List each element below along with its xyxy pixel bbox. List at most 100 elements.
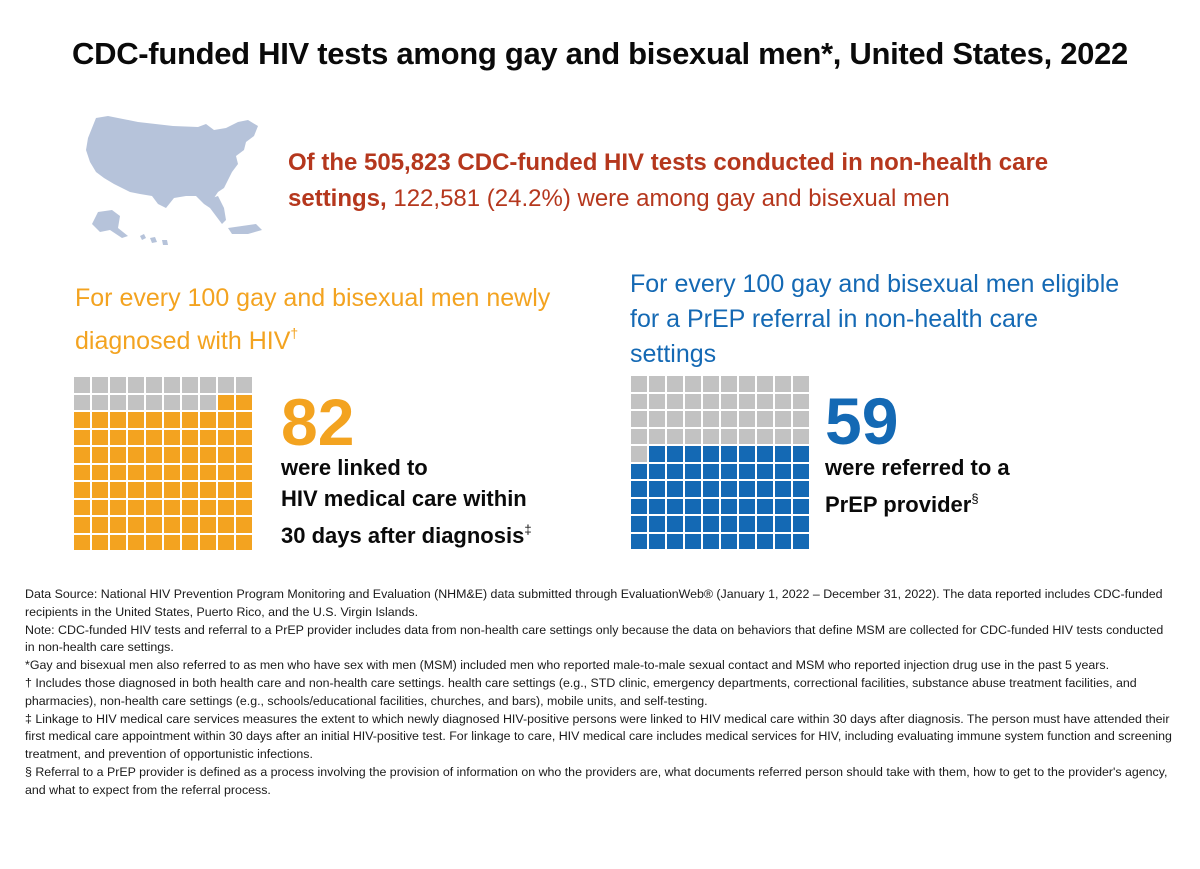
waffle-cell bbox=[739, 498, 755, 514]
footnote: *Gay and bisexual men also referred to a… bbox=[25, 658, 1110, 673]
waffle-cell bbox=[182, 534, 198, 550]
waffle-cell bbox=[649, 376, 665, 392]
waffle-cell bbox=[218, 394, 234, 410]
waffle-cell bbox=[667, 463, 683, 479]
waffle-cell bbox=[164, 429, 180, 445]
waffle-cell bbox=[74, 447, 90, 463]
waffle-cell bbox=[649, 411, 665, 427]
waffle-cell bbox=[200, 534, 216, 550]
linkage-value: 82 bbox=[281, 385, 355, 459]
waffle-cell bbox=[74, 517, 90, 533]
waffle-cell bbox=[757, 516, 773, 532]
footnote: † Includes those diagnosed in both healt… bbox=[25, 675, 1137, 708]
waffle-cell bbox=[200, 447, 216, 463]
waffle-cell bbox=[128, 412, 144, 428]
waffle-cell bbox=[721, 376, 737, 392]
waffle-cell bbox=[685, 463, 701, 479]
waffle-cell bbox=[649, 428, 665, 444]
headline-rest: 122,581 (24.2%) were among gay and bisex… bbox=[386, 185, 950, 212]
waffle-cell bbox=[110, 412, 126, 428]
waffle-cell bbox=[128, 534, 144, 550]
waffle-cell bbox=[685, 481, 701, 497]
waffle-cell bbox=[757, 498, 773, 514]
waffle-cell bbox=[182, 517, 198, 533]
waffle-cell bbox=[200, 464, 216, 480]
linkage-desc-mark: ‡ bbox=[524, 522, 532, 537]
waffle-cell bbox=[757, 533, 773, 549]
waffle-cell bbox=[128, 394, 144, 410]
waffle-cell bbox=[721, 463, 737, 479]
waffle-cell bbox=[739, 481, 755, 497]
waffle-cell bbox=[128, 464, 144, 480]
linkage-intro: For every 100 gay and bisexual men newly… bbox=[75, 281, 555, 359]
waffle-cell bbox=[200, 517, 216, 533]
waffle-cell bbox=[218, 377, 234, 393]
waffle-cell bbox=[146, 377, 162, 393]
waffle-cell bbox=[92, 499, 108, 515]
waffle-cell bbox=[128, 482, 144, 498]
waffle-cell bbox=[721, 516, 737, 532]
waffle-cell bbox=[92, 412, 108, 428]
waffle-cell bbox=[110, 429, 126, 445]
prep-desc-line: were referred to a bbox=[825, 455, 1010, 480]
waffle-cell bbox=[182, 464, 198, 480]
waffle-cell bbox=[739, 446, 755, 462]
waffle-cell bbox=[110, 464, 126, 480]
waffle-cell bbox=[164, 447, 180, 463]
waffle-cell bbox=[146, 394, 162, 410]
waffle-cell bbox=[74, 534, 90, 550]
prep-desc-line: PrEP provider§ bbox=[825, 483, 1125, 520]
waffle-cell bbox=[685, 533, 701, 549]
waffle-cell bbox=[685, 411, 701, 427]
footnote: § Referral to a PrEP provider is defined… bbox=[25, 764, 1168, 797]
waffle-cell bbox=[793, 463, 809, 479]
waffle-cell bbox=[182, 412, 198, 428]
waffle-cell bbox=[182, 394, 198, 410]
linkage-desc-text: 30 days after diagnosis bbox=[281, 523, 525, 548]
waffle-cell bbox=[703, 463, 719, 479]
waffle-cell bbox=[182, 429, 198, 445]
waffle-cell bbox=[74, 412, 90, 428]
waffle-cell bbox=[685, 446, 701, 462]
waffle-cell bbox=[110, 499, 126, 515]
waffle-cell bbox=[164, 499, 180, 515]
waffle-cell bbox=[685, 428, 701, 444]
waffle-cell bbox=[146, 517, 162, 533]
waffle-cell bbox=[92, 534, 108, 550]
waffle-cell bbox=[649, 498, 665, 514]
waffle-cell bbox=[703, 376, 719, 392]
waffle-cell bbox=[757, 411, 773, 427]
prep-desc-mark: § bbox=[971, 491, 979, 506]
prep-waffle bbox=[631, 376, 811, 551]
waffle-cell bbox=[200, 412, 216, 428]
waffle-cell bbox=[721, 498, 737, 514]
waffle-cell bbox=[703, 446, 719, 462]
waffle-cell bbox=[775, 533, 791, 549]
us-mainland-shape bbox=[86, 116, 258, 208]
waffle-cell bbox=[236, 499, 252, 515]
waffle-cell bbox=[649, 516, 665, 532]
waffle-cell bbox=[775, 411, 791, 427]
waffle-cell bbox=[667, 481, 683, 497]
waffle-cell bbox=[703, 516, 719, 532]
waffle-cell bbox=[631, 376, 647, 392]
waffle-cell bbox=[793, 481, 809, 497]
prep-value: 59 bbox=[825, 384, 899, 458]
waffle-cell bbox=[236, 394, 252, 410]
waffle-cell bbox=[110, 447, 126, 463]
waffle-cell bbox=[721, 428, 737, 444]
linkage-intro-text: For every 100 gay and bisexual men newly… bbox=[75, 284, 551, 355]
waffle-cell bbox=[74, 394, 90, 410]
waffle-cell bbox=[110, 377, 126, 393]
waffle-cell bbox=[775, 498, 791, 514]
waffle-cell bbox=[757, 481, 773, 497]
linkage-waffle bbox=[74, 377, 254, 552]
waffle-cell bbox=[667, 411, 683, 427]
prep-description: were referred to a PrEP provider§ bbox=[825, 452, 1125, 520]
linkage-desc-line: were linked to bbox=[281, 455, 428, 480]
waffle-cell bbox=[92, 394, 108, 410]
waffle-cell bbox=[182, 482, 198, 498]
waffle-cell bbox=[146, 499, 162, 515]
prep-intro: For every 100 gay and bisexual men eligi… bbox=[630, 270, 1120, 368]
waffle-cell bbox=[793, 393, 809, 409]
